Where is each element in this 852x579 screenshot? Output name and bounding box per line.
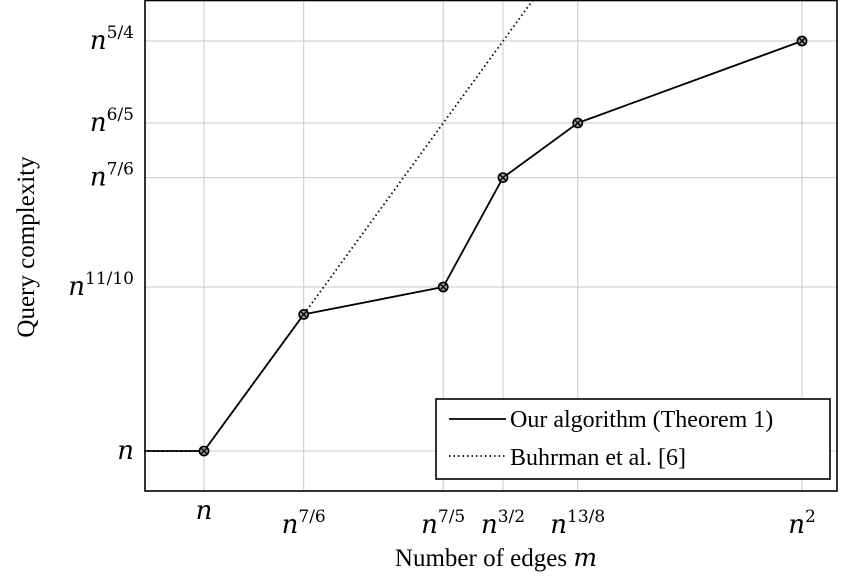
data-point-0-4 [497, 172, 509, 184]
series-line-0 [144, 40, 803, 452]
plot-frame [144, 0, 838, 492]
x-tick-label-2: n7/5 [421, 507, 465, 540]
x-tick-label-3: n3/2 [481, 507, 525, 540]
legend: Our algorithm (Theorem 1) Buhrman et al.… [435, 398, 831, 480]
data-point-markers [198, 35, 808, 457]
x-axis-label-text: Number of edges [395, 545, 567, 572]
x-tick-labels: n n7/6 n7/5 n3/2 n13/8 n2 [196, 496, 816, 540]
y-axis-label: Query complexity [13, 156, 40, 338]
x-tick-label-1: n7/6 [282, 507, 326, 540]
series-line-1 [144, 0, 535, 452]
legend-label-our-algorithm: Our algorithm (Theorem 1) [510, 407, 773, 433]
y-tick-label-3: n6/5 [90, 105, 134, 138]
x-tick-label-0: n [196, 496, 213, 526]
series-layer [144, 0, 803, 452]
data-point-0-1 [198, 445, 210, 457]
y-tick-label-0: n [117, 436, 134, 466]
grid-lines [145, 0, 837, 491]
x-tick-label-4: n13/8 [550, 507, 605, 540]
x-tick-label-5: n2 [788, 507, 816, 540]
y-tick-label-1: n11/10 [68, 269, 134, 302]
x-axis-label: Number of edges m [395, 543, 597, 572]
data-point-0-2 [298, 308, 310, 320]
data-point-0-6 [796, 35, 808, 47]
y-tick-label-4: n5/4 [90, 23, 134, 56]
legend-box [435, 398, 831, 480]
x-axis-label-variable: m [573, 543, 597, 572]
data-point-0-3 [437, 281, 449, 293]
legend-label-buhrman: Buhrman et al. [6] [510, 445, 686, 471]
y-tick-label-2: n7/6 [90, 160, 134, 193]
data-point-0-5 [572, 117, 584, 129]
